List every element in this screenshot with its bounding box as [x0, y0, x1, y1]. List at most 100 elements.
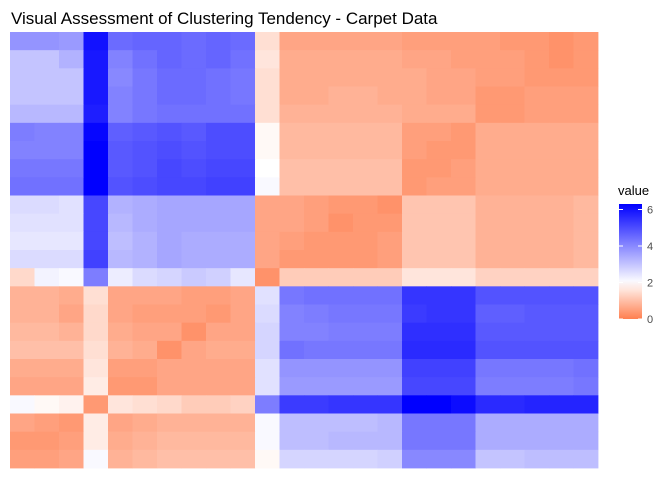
heatmap-cell: [59, 395, 84, 414]
heatmap-cell: [549, 359, 574, 378]
heatmap-cell: [475, 86, 501, 106]
heatmap-cell: [377, 359, 403, 378]
heatmap-cell: [304, 104, 329, 124]
heatmap-cell: [304, 250, 329, 269]
heatmap-cell: [10, 32, 35, 51]
heatmap-cell: [500, 449, 525, 469]
heatmap-cell: [230, 86, 256, 106]
heatmap-cell: [206, 68, 231, 87]
heatmap-cell: [500, 250, 525, 269]
heatmap-cell: [426, 104, 452, 124]
heatmap-cell: [402, 377, 427, 396]
heatmap-cell: [181, 413, 207, 433]
heatmap-cell: [279, 395, 305, 414]
heatmap-cell: [304, 377, 329, 396]
heatmap-cell: [279, 141, 305, 160]
heatmap-cell: [573, 286, 599, 305]
heatmap-cell: [10, 68, 35, 87]
heatmap-cell: [255, 286, 280, 305]
heatmap-cell: [34, 322, 60, 342]
heatmap-cell: [157, 268, 182, 287]
heatmap-cell: [500, 304, 525, 324]
heatmap-cell: [255, 141, 280, 160]
heatmap-cell: [426, 159, 452, 178]
heatmap-cell: [402, 122, 427, 142]
heatmap-cell: [328, 304, 354, 324]
heatmap-cell: [34, 413, 60, 433]
heatmap-cell: [353, 431, 378, 451]
heatmap-cell: [230, 32, 256, 51]
heatmap-cell: [132, 159, 158, 178]
heatmap-cell: [10, 431, 35, 451]
heatmap-cell: [181, 322, 207, 342]
heatmap-cell: [524, 68, 550, 87]
heatmap-cell: [108, 213, 133, 233]
heatmap-cell: [328, 122, 354, 142]
heatmap-cell: [108, 141, 133, 160]
heatmap-cell: [206, 377, 231, 396]
heatmap-cell: [59, 231, 84, 251]
heatmap-cell: [132, 377, 158, 396]
heatmap-cell: [353, 268, 378, 287]
heatmap-cell: [157, 177, 182, 196]
heatmap-cell: [255, 304, 280, 324]
heatmap-cell: [328, 286, 354, 305]
heatmap-cell: [402, 359, 427, 378]
heatmap-cell: [108, 268, 133, 287]
heatmap-cell: [500, 359, 525, 378]
heatmap-cell: [10, 141, 35, 160]
heatmap-cell: [451, 413, 476, 433]
legend: value 0 2 4 6: [618, 183, 653, 326]
heatmap-cell: [206, 268, 231, 287]
heatmap-cell: [279, 86, 305, 106]
heatmap-cell: [206, 322, 231, 342]
heatmap-cell: [328, 431, 354, 451]
heatmap-cell: [573, 322, 599, 342]
heatmap-cell: [524, 377, 550, 396]
heatmap-cell: [377, 195, 403, 215]
heatmap-cell: [157, 50, 182, 69]
heatmap-cell: [181, 304, 207, 324]
heatmap-cell: [524, 231, 550, 251]
heatmap-cell: [34, 32, 60, 51]
heatmap-cell: [426, 213, 452, 233]
heatmap-cell: [353, 304, 378, 324]
heatmap-cell: [549, 50, 574, 69]
heatmap-cell: [573, 268, 599, 287]
heatmap-cell: [157, 286, 182, 305]
heatmap-cell: [132, 86, 158, 106]
heatmap-cell: [108, 32, 133, 51]
heatmap-cell: [83, 50, 109, 69]
heatmap-cell: [255, 250, 280, 269]
heatmap-cell: [206, 359, 231, 378]
heatmap-cell: [279, 104, 305, 124]
heatmap-cell: [426, 377, 452, 396]
heatmap-cell: [157, 195, 182, 215]
heatmap-cell: [108, 340, 133, 360]
heatmap-cell: [10, 449, 35, 469]
heatmap-cell: [451, 50, 476, 69]
heatmap-cell: [500, 122, 525, 142]
heatmap-cell: [500, 32, 525, 51]
heatmap-cell: [255, 195, 280, 215]
heatmap-cell: [475, 213, 501, 233]
heatmap-cell: [304, 449, 329, 469]
heatmap-cell: [132, 231, 158, 251]
heatmap-cell: [10, 122, 35, 142]
heatmap-cell: [230, 213, 256, 233]
heatmap-cell: [206, 213, 231, 233]
heatmap-cell: [549, 159, 574, 178]
heatmap-cell: [377, 268, 403, 287]
heatmap-cell: [402, 449, 427, 469]
heatmap-cell: [206, 340, 231, 360]
heatmap-cell: [59, 32, 84, 51]
heatmap-cell: [402, 213, 427, 233]
heatmap-cell: [10, 250, 35, 269]
heatmap-cell: [426, 286, 452, 305]
heatmap-cell: [328, 250, 354, 269]
heatmap-cell: [132, 213, 158, 233]
heatmap-cell: [402, 413, 427, 433]
legend-tick-label: 0: [647, 314, 653, 326]
heatmap-cell: [59, 431, 84, 451]
heatmap-cell: [255, 159, 280, 178]
